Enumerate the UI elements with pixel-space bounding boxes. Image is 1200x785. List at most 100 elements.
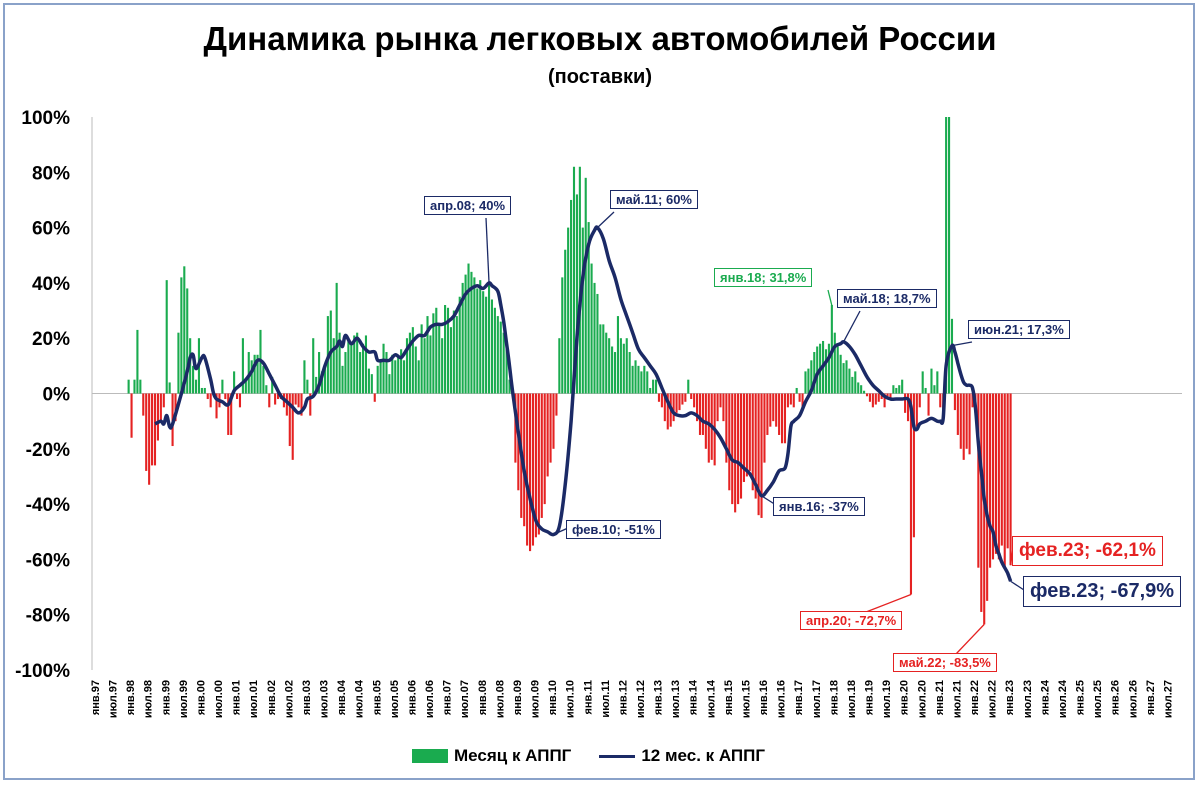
bar [649,387,652,394]
x-tick-label: июл.10 [565,680,577,718]
bar [660,393,663,408]
bar [531,393,535,546]
bar [464,274,467,394]
bar [965,393,968,449]
bar [426,316,429,394]
bar [801,393,804,408]
bar [194,379,198,394]
bar [986,393,989,601]
y-tick-label: 40% [32,274,70,295]
bar [250,360,253,394]
x-tick-label: янв.15 [723,680,735,715]
leader-feb23-12m [1010,580,1025,591]
bar [361,343,365,394]
bar [622,343,625,394]
bar [482,291,485,394]
bar [587,222,590,394]
bar [145,393,148,471]
bar [543,393,546,505]
bar [915,393,918,427]
bar [611,346,614,394]
bar [707,393,710,463]
bar [860,385,863,394]
x-tick-label: янв.14 [688,679,700,715]
bar [672,393,675,422]
bar [479,280,482,394]
bar [238,393,242,408]
legend-line-label: 12 мес. к АППГ [641,746,766,765]
x-tick-label: янв.22 [969,680,981,715]
bar [895,387,898,394]
bar [833,332,836,394]
x-tick-label: янв.98 [125,680,137,715]
x-tick-label: янв.27 [1145,680,1157,715]
bar [159,393,162,422]
bar [206,393,209,400]
bar [526,393,529,546]
bar [754,393,757,499]
bar [265,385,268,394]
x-tick-label: июл.14 [705,679,717,718]
bar [804,371,807,394]
bar [742,393,746,482]
bar [435,307,438,394]
bar [921,371,924,394]
chart-legend: Месяц к АППГ 12 мес. к АППГ [412,745,765,767]
bar [177,332,180,394]
bar [848,368,851,394]
x-tick-label: июл.24 [1057,679,1069,718]
x-tick-label: янв.07 [442,680,454,715]
bar [824,349,828,394]
bar [871,393,874,408]
bar [810,360,813,394]
bar [936,371,939,394]
bar [625,338,628,394]
bar [997,393,1000,560]
bar [769,393,772,427]
bar [780,393,784,444]
bar [971,393,974,408]
bar [528,393,532,552]
x-tick-label: янв.01 [231,680,243,715]
bar [716,393,719,422]
x-tick-label: июл.04 [354,679,366,718]
bar [200,387,203,394]
bar [394,360,397,394]
x-tick-label: янв.17 [793,680,805,715]
bar [581,227,584,394]
bar [1000,393,1003,546]
bar [845,360,848,394]
x-tick-label: июл.13 [670,680,682,718]
bar [763,393,766,463]
bar [757,393,760,516]
x-tick-label: июл.07 [459,680,471,718]
bar [417,360,420,394]
x-tick-label: июл.97 [108,680,120,718]
annotation-feb23-12m: фев.23; -67,9% [1023,576,1182,607]
bar [599,324,602,394]
bar [441,338,444,394]
bar [719,393,722,408]
bar [423,338,426,394]
bar [470,271,473,394]
x-tick-label: июл.19 [881,680,893,718]
bar [795,387,798,394]
x-tick-label: янв.25 [1075,680,1087,715]
bar [760,393,763,518]
bar [151,393,154,466]
bar [786,393,789,408]
bar [737,393,740,505]
bar [906,393,910,422]
bar [842,363,845,394]
bar [297,393,300,408]
bar [549,393,552,463]
bar [608,338,611,394]
bar [948,117,951,394]
bar [335,282,338,394]
bar [989,393,992,568]
bar [455,316,458,394]
bar [851,376,854,394]
bar [751,393,754,491]
bar [438,324,441,394]
bar [405,338,409,394]
